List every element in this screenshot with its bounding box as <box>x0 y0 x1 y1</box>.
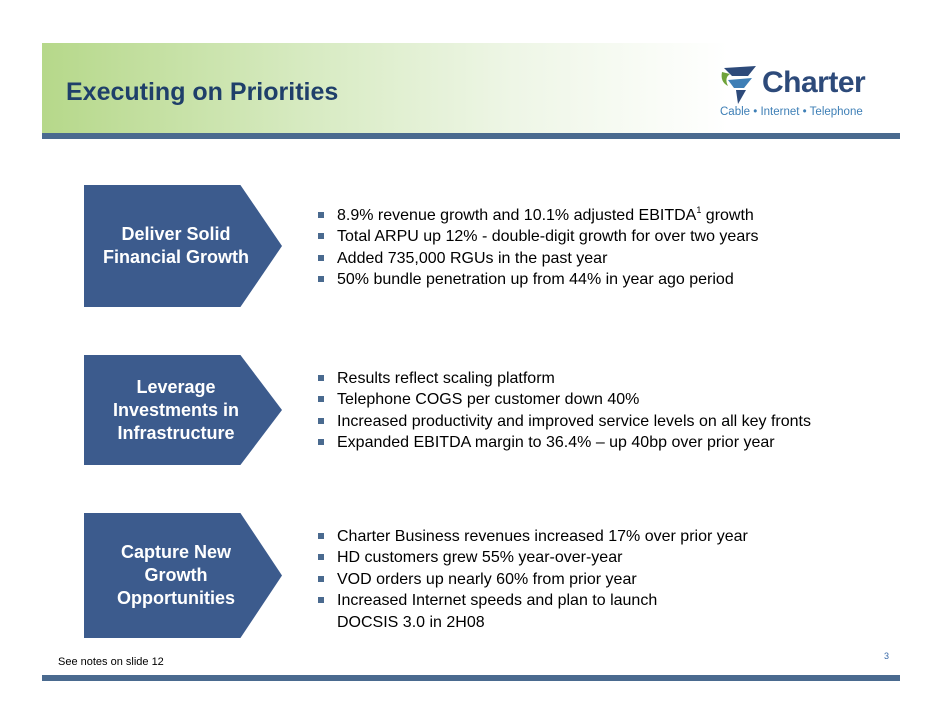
footer-rule <box>42 675 900 681</box>
bullet-item: VOD orders up nearly 60% from prior year <box>314 569 748 590</box>
bullet-item: Increased Internet speeds and plan to la… <box>314 590 748 611</box>
footnote: See notes on slide 12 <box>58 656 164 668</box>
logo-brand-text: Charter <box>762 66 866 99</box>
bullet-item: Total ARPU up 12% - double-digit growth … <box>314 226 759 247</box>
priority-label: Capture New Growth Opportunities <box>117 542 235 608</box>
bullet-item: Increased productivity and improved serv… <box>314 411 811 432</box>
bullet-item: Charter Business revenues increased 17% … <box>314 526 748 547</box>
charter-logo: Charter Cable • Internet • Telephone <box>718 62 888 126</box>
bullet-item: Added 735,000 RGUs in the past year <box>314 248 759 269</box>
priority-arrow-financial-growth: Deliver Solid Financial Growth <box>84 185 282 307</box>
footnote-marker: 1 <box>696 205 702 215</box>
bullet-item: 8.9% revenue growth and 10.1% adjusted E… <box>314 205 759 226</box>
bullet-list-financial-growth: 8.9% revenue growth and 10.1% adjusted E… <box>314 205 759 290</box>
bullet-item: 50% bundle penetration up from 44% in ye… <box>314 269 759 290</box>
priority-arrow-growth-opportunities: Capture New Growth Opportunities <box>84 513 282 638</box>
bullet-item: Results reflect scaling platform <box>314 368 811 389</box>
bullet-item: Expanded EBITDA margin to 36.4% – up 40b… <box>314 432 811 453</box>
bullet-text: 8.9% revenue growth and 10.1% adjusted E… <box>337 207 697 224</box>
bullet-continuation: DOCSIS 3.0 in 2H08 <box>337 614 485 631</box>
logo-tagline: Cable • Internet • Telephone <box>720 106 863 118</box>
priority-label: Leverage Investments in Infrastructure <box>112 376 240 443</box>
slide-title: Executing on Priorities <box>66 78 339 106</box>
bullet-item: HD customers grew 55% year-over-year <box>314 547 748 568</box>
bullet-item: Telephone COGS per customer down 40% <box>314 389 811 410</box>
priority-label: Deliver Solid Financial Growth <box>102 224 249 267</box>
bullet-text-suffix: growth <box>701 207 754 224</box>
charter-logo-mark-icon <box>721 66 756 104</box>
header-rule <box>42 133 900 139</box>
bullet-list-growth-opportunities: Charter Business revenues increased 17% … <box>314 526 748 611</box>
page-number: 3 <box>884 651 890 661</box>
bullet-list-leverage-investments: Results reflect scaling platform Telepho… <box>314 368 811 453</box>
priority-arrow-leverage-investments: Leverage Investments in Infrastructure <box>84 355 282 465</box>
header-band <box>42 43 900 135</box>
